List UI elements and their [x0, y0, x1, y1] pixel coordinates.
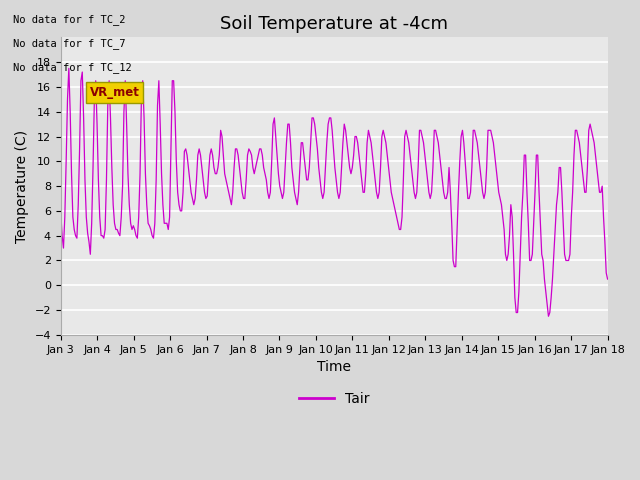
Text: VR_met: VR_met [90, 86, 140, 99]
Title: Soil Temperature at -4cm: Soil Temperature at -4cm [220, 15, 448, 33]
Text: No data for f TC_7: No data for f TC_7 [13, 38, 125, 49]
Y-axis label: Temperature (C): Temperature (C) [15, 130, 29, 243]
Text: No data for f TC_12: No data for f TC_12 [13, 62, 132, 73]
Text: No data for f TC_2: No data for f TC_2 [13, 14, 125, 25]
X-axis label: Time: Time [317, 360, 351, 374]
Legend: Tair: Tair [294, 386, 375, 411]
